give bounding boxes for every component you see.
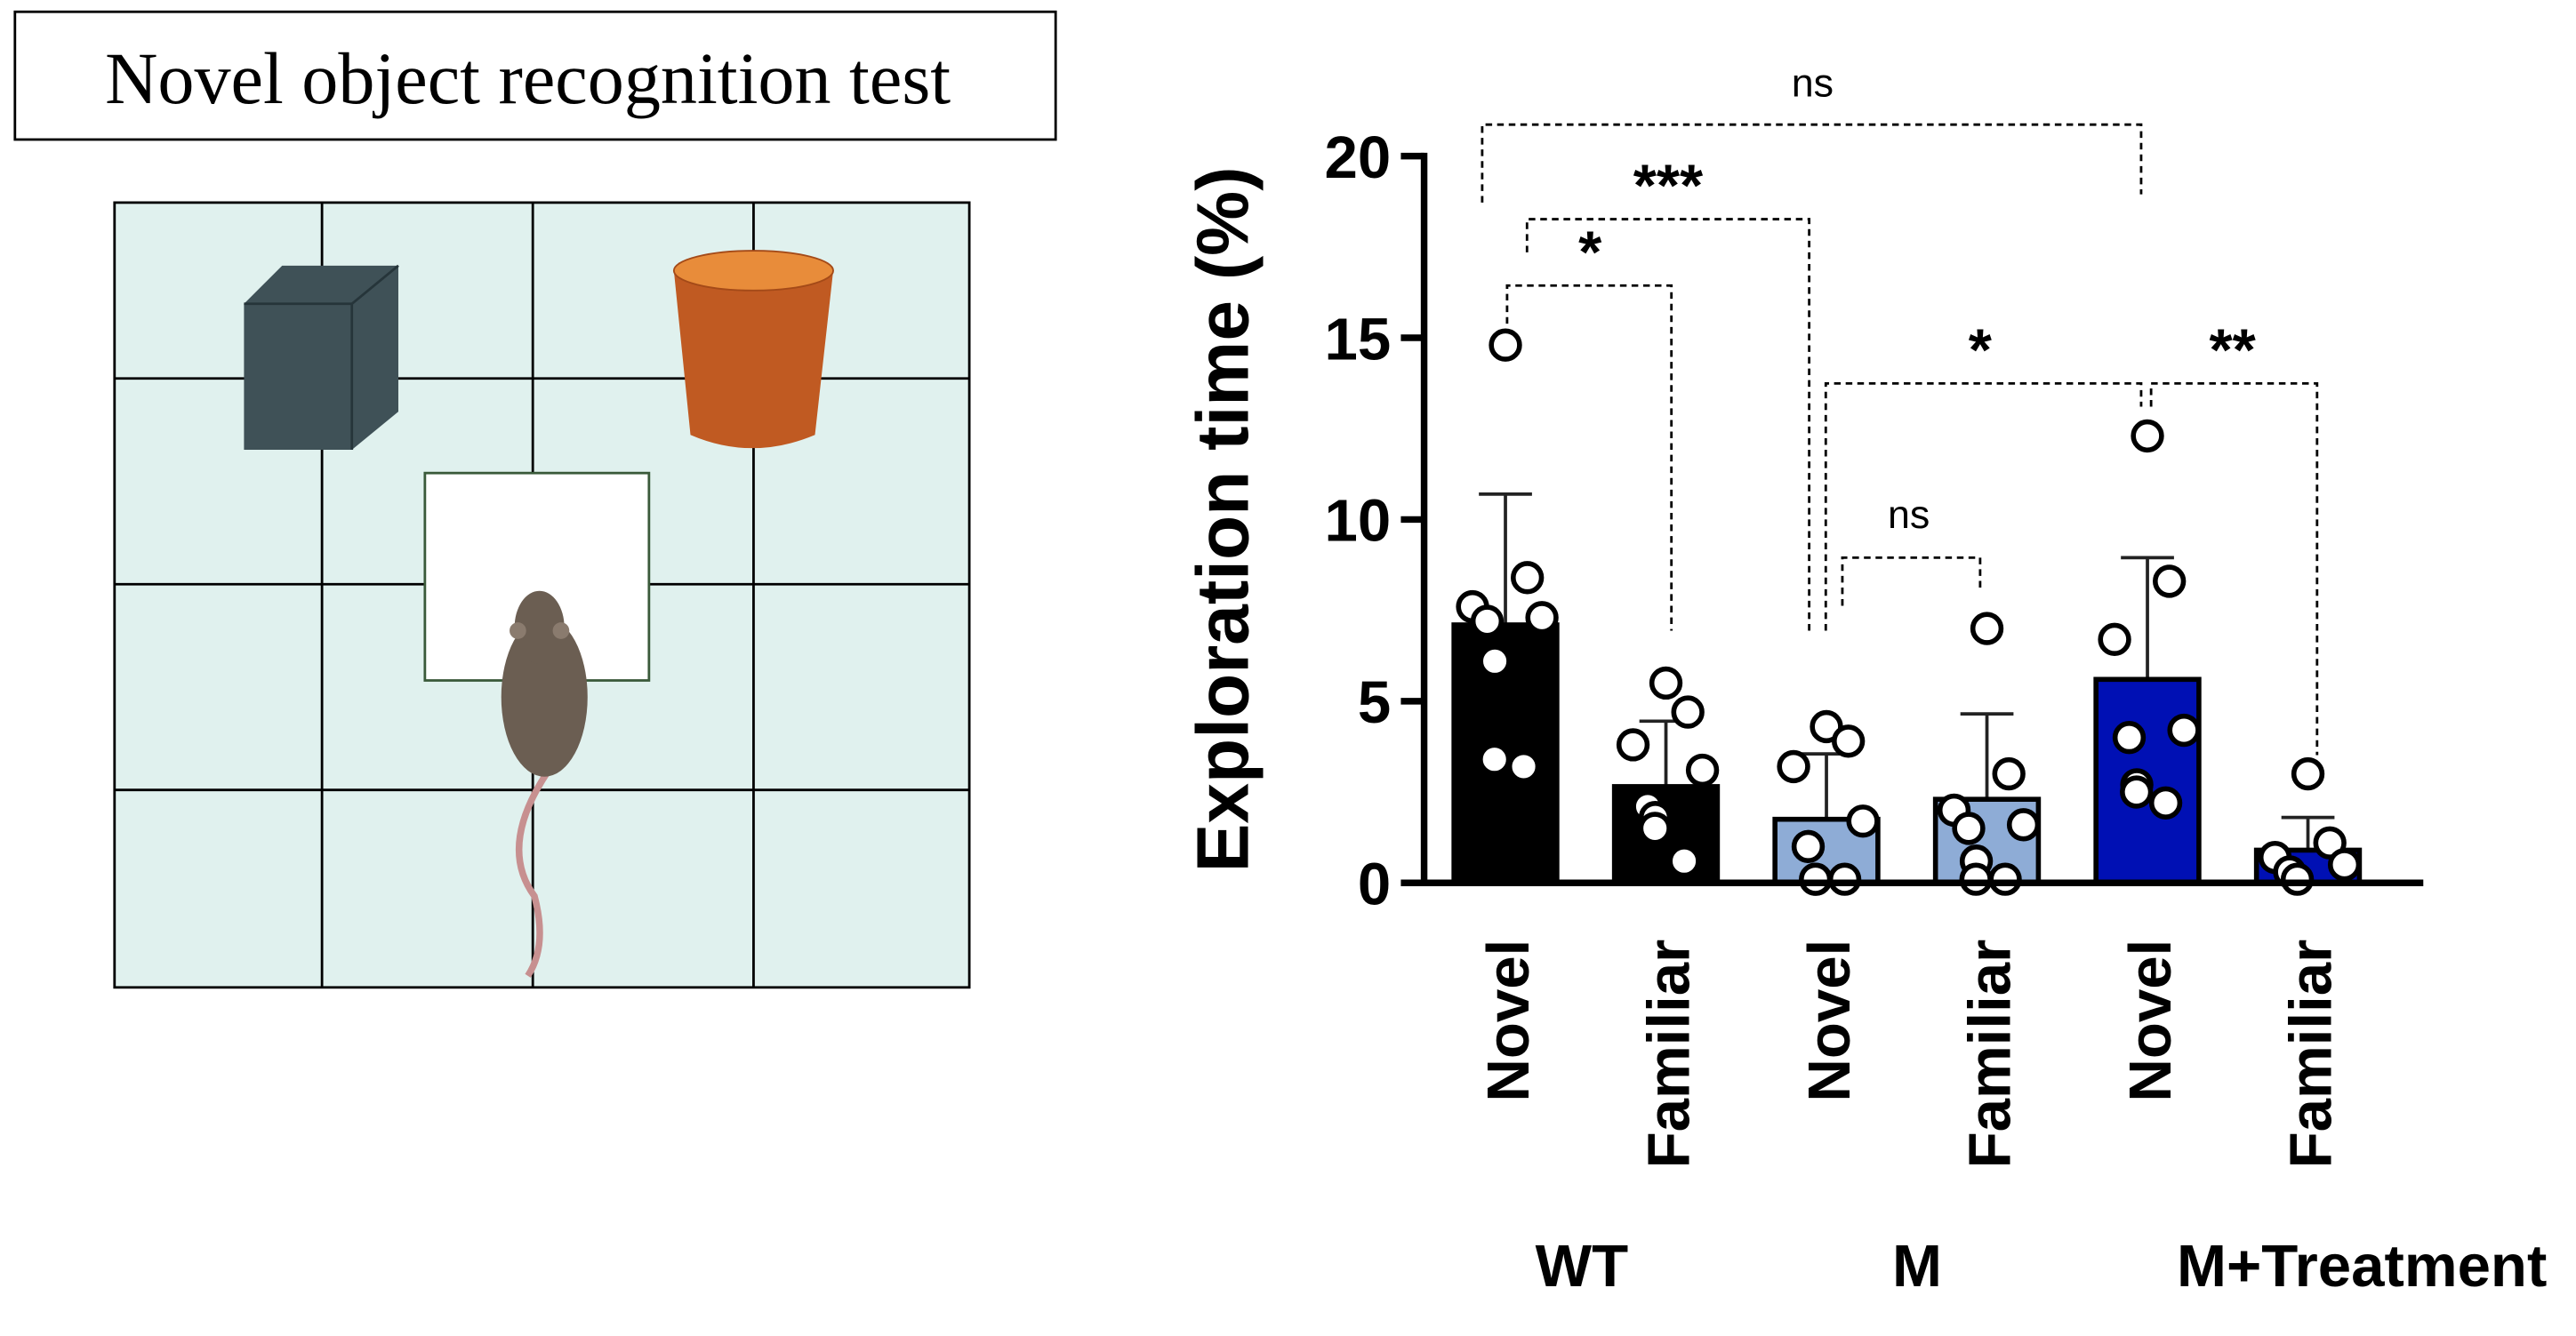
data-point [2098, 622, 2131, 657]
significance-label: *** [1633, 153, 1704, 220]
data-point [2153, 564, 2187, 598]
data-point [1970, 612, 2004, 645]
data-point [1511, 561, 1545, 595]
data-point [1952, 812, 1986, 845]
y-axis-label: Exploration time (%) [1184, 166, 1264, 872]
data-point [1791, 829, 1826, 864]
arena-illustration [113, 201, 971, 989]
data-point [1671, 695, 1705, 729]
data-point [2280, 862, 2315, 896]
data-point [1478, 742, 1512, 776]
data-point [1478, 644, 1512, 678]
data-point [1959, 862, 1993, 896]
y-tick-label: 20 [1324, 124, 1391, 191]
y-tick-label: 15 [1324, 306, 1391, 372]
data-point [1525, 601, 1559, 635]
data-point [1777, 749, 1810, 784]
significance-bracket [1841, 556, 1982, 606]
data-point [2291, 756, 2325, 791]
data-point [2148, 786, 2183, 820]
data-point [1799, 862, 1833, 896]
data-point [1506, 749, 1541, 784]
group-label: M+Treatment [2177, 1233, 2547, 1300]
y-tick-label: 10 [1324, 488, 1391, 555]
significance-label: ns [1792, 60, 1834, 105]
x-tick-label: Novel [1475, 940, 1542, 1102]
y-tick-label: 0 [1358, 851, 1391, 917]
data-point [1685, 753, 1720, 788]
significance-bracket [1505, 284, 1673, 631]
data-point [1667, 844, 1701, 878]
data-point [1992, 756, 2026, 791]
data-point [1988, 862, 2022, 896]
group-label: WT [1536, 1233, 1628, 1300]
significance-bracket [1525, 218, 1811, 631]
x-tick-label: Novel [2117, 940, 2184, 1102]
y-tick-label: 5 [1358, 669, 1391, 736]
significance-bracket [2149, 381, 2319, 756]
x-tick-label: Familiar [1957, 940, 2024, 1169]
significance-bracket [1481, 123, 2143, 203]
data-point [2120, 775, 2154, 809]
x-tick-label: Familiar [1636, 940, 1703, 1169]
x-tick-label: Novel [1796, 940, 1863, 1102]
data-point [1832, 724, 1866, 758]
title-box [13, 10, 1057, 141]
data-point [2167, 713, 2201, 748]
data-point [1616, 728, 1650, 762]
significance-bracket [1824, 381, 2143, 631]
data-point [1470, 604, 1505, 638]
data-point [2112, 721, 2147, 755]
group-label: M [1892, 1233, 1942, 1300]
significance-label: * [1578, 219, 1602, 285]
x-tick-label: Familiar [2278, 940, 2345, 1169]
data-point [2327, 848, 2362, 882]
data-point [1489, 328, 1522, 362]
data-point [2131, 419, 2164, 453]
data-point [2006, 808, 2041, 842]
significance-label: ns [1888, 492, 1930, 537]
data-point [1846, 804, 1880, 838]
data-point [1649, 666, 1683, 700]
significance-label: ** [2209, 316, 2256, 383]
title: Novel object recognition test [105, 38, 951, 119]
data-point [1638, 812, 1672, 845]
data-point [1827, 862, 1862, 896]
significance-label: * [1969, 316, 1993, 383]
